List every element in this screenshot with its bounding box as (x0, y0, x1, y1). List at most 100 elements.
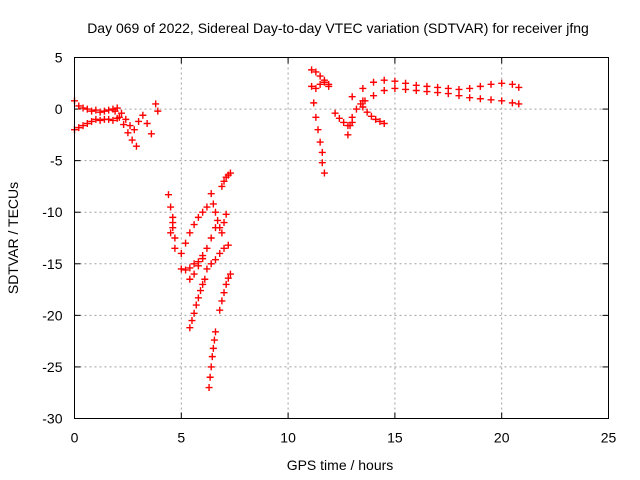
series-arc8 (177, 252, 207, 274)
data-point (318, 159, 326, 167)
data-point (203, 203, 211, 211)
series-arc11 (203, 241, 232, 273)
data-point (201, 275, 209, 283)
data-point (186, 264, 194, 272)
data-point (316, 80, 324, 88)
data-point (207, 234, 215, 242)
data-point (111, 107, 119, 115)
data-point (308, 66, 316, 74)
data-point (96, 108, 104, 116)
series-arc2 (71, 114, 121, 134)
data-point (83, 105, 91, 113)
data-point (335, 114, 343, 122)
data-point (126, 122, 134, 130)
data-point (105, 106, 113, 114)
data-point (412, 87, 420, 95)
data-point (92, 106, 100, 114)
series-arc7 (177, 203, 211, 257)
data-point (359, 84, 367, 92)
data-point (222, 280, 230, 288)
data-point (316, 138, 324, 146)
data-point (122, 115, 130, 123)
data-point (346, 122, 354, 130)
data-point (188, 317, 196, 325)
data-point (320, 78, 328, 86)
data-point (376, 117, 384, 125)
data-point (88, 117, 96, 125)
data-point (359, 97, 367, 105)
data-point (147, 130, 155, 138)
data-point (220, 244, 228, 252)
data-point (348, 113, 356, 121)
data-point (508, 99, 516, 107)
grid (74, 57, 609, 419)
data-point (120, 121, 128, 129)
x-tick-label: 0 (71, 430, 79, 446)
data-point (380, 120, 388, 128)
data-point (218, 182, 226, 190)
x-tick-label: 5 (177, 430, 185, 446)
series-arc23 (359, 103, 388, 128)
plot-frame (74, 57, 609, 419)
data-point (216, 306, 224, 314)
data-point (182, 266, 190, 274)
data-point (363, 108, 371, 116)
y-tick-label: -30 (42, 411, 62, 427)
data-point (218, 229, 226, 237)
data-point (130, 126, 138, 134)
data-point (515, 83, 523, 91)
data-point (177, 265, 185, 273)
y-tick-label: -25 (42, 359, 62, 375)
data-point (83, 120, 91, 128)
data-point (316, 72, 324, 80)
data-point (197, 287, 205, 295)
data-point (352, 105, 360, 113)
data-point (205, 384, 213, 392)
data-point (216, 224, 224, 232)
data-point (109, 116, 117, 124)
series-arc3 (111, 107, 140, 150)
data-point (164, 191, 172, 199)
data-point (194, 213, 202, 221)
data-point (314, 126, 322, 134)
series-arc12 (205, 328, 219, 392)
series-arc20 (344, 97, 369, 139)
data-point (466, 94, 474, 102)
data-point (226, 169, 234, 177)
data-point (209, 344, 217, 352)
data-point (476, 95, 484, 103)
data-point (128, 136, 136, 144)
data-point (515, 100, 523, 108)
data-point (402, 85, 410, 93)
data-point (190, 221, 198, 229)
data-point (367, 112, 375, 120)
series-arc15 (218, 169, 234, 190)
series-arc14 (216, 270, 234, 314)
data-point (402, 79, 410, 87)
data-point (220, 289, 228, 297)
data-point (152, 100, 160, 108)
data-point (359, 103, 367, 111)
y-tick-label: 5 (55, 50, 63, 66)
data-point (210, 336, 218, 344)
data-point (171, 244, 179, 252)
data-point (79, 104, 87, 112)
data-point (182, 239, 190, 247)
data-point (199, 208, 207, 216)
data-point (391, 84, 399, 92)
data-point (216, 249, 224, 257)
data-point (487, 80, 495, 88)
data-point (139, 111, 147, 119)
data-point (211, 328, 219, 336)
x-tick-label: 25 (601, 430, 617, 446)
y-tick-label: -10 (42, 204, 62, 220)
series-arc18 (310, 99, 328, 177)
series-arc9 (186, 275, 209, 332)
data-point (310, 99, 318, 107)
data-point (380, 87, 388, 95)
series-arc21 (348, 76, 523, 101)
data-point (325, 82, 333, 90)
x-axis-label: GPS time / hours (287, 457, 394, 473)
data-point (340, 118, 348, 126)
data-point (117, 109, 125, 117)
